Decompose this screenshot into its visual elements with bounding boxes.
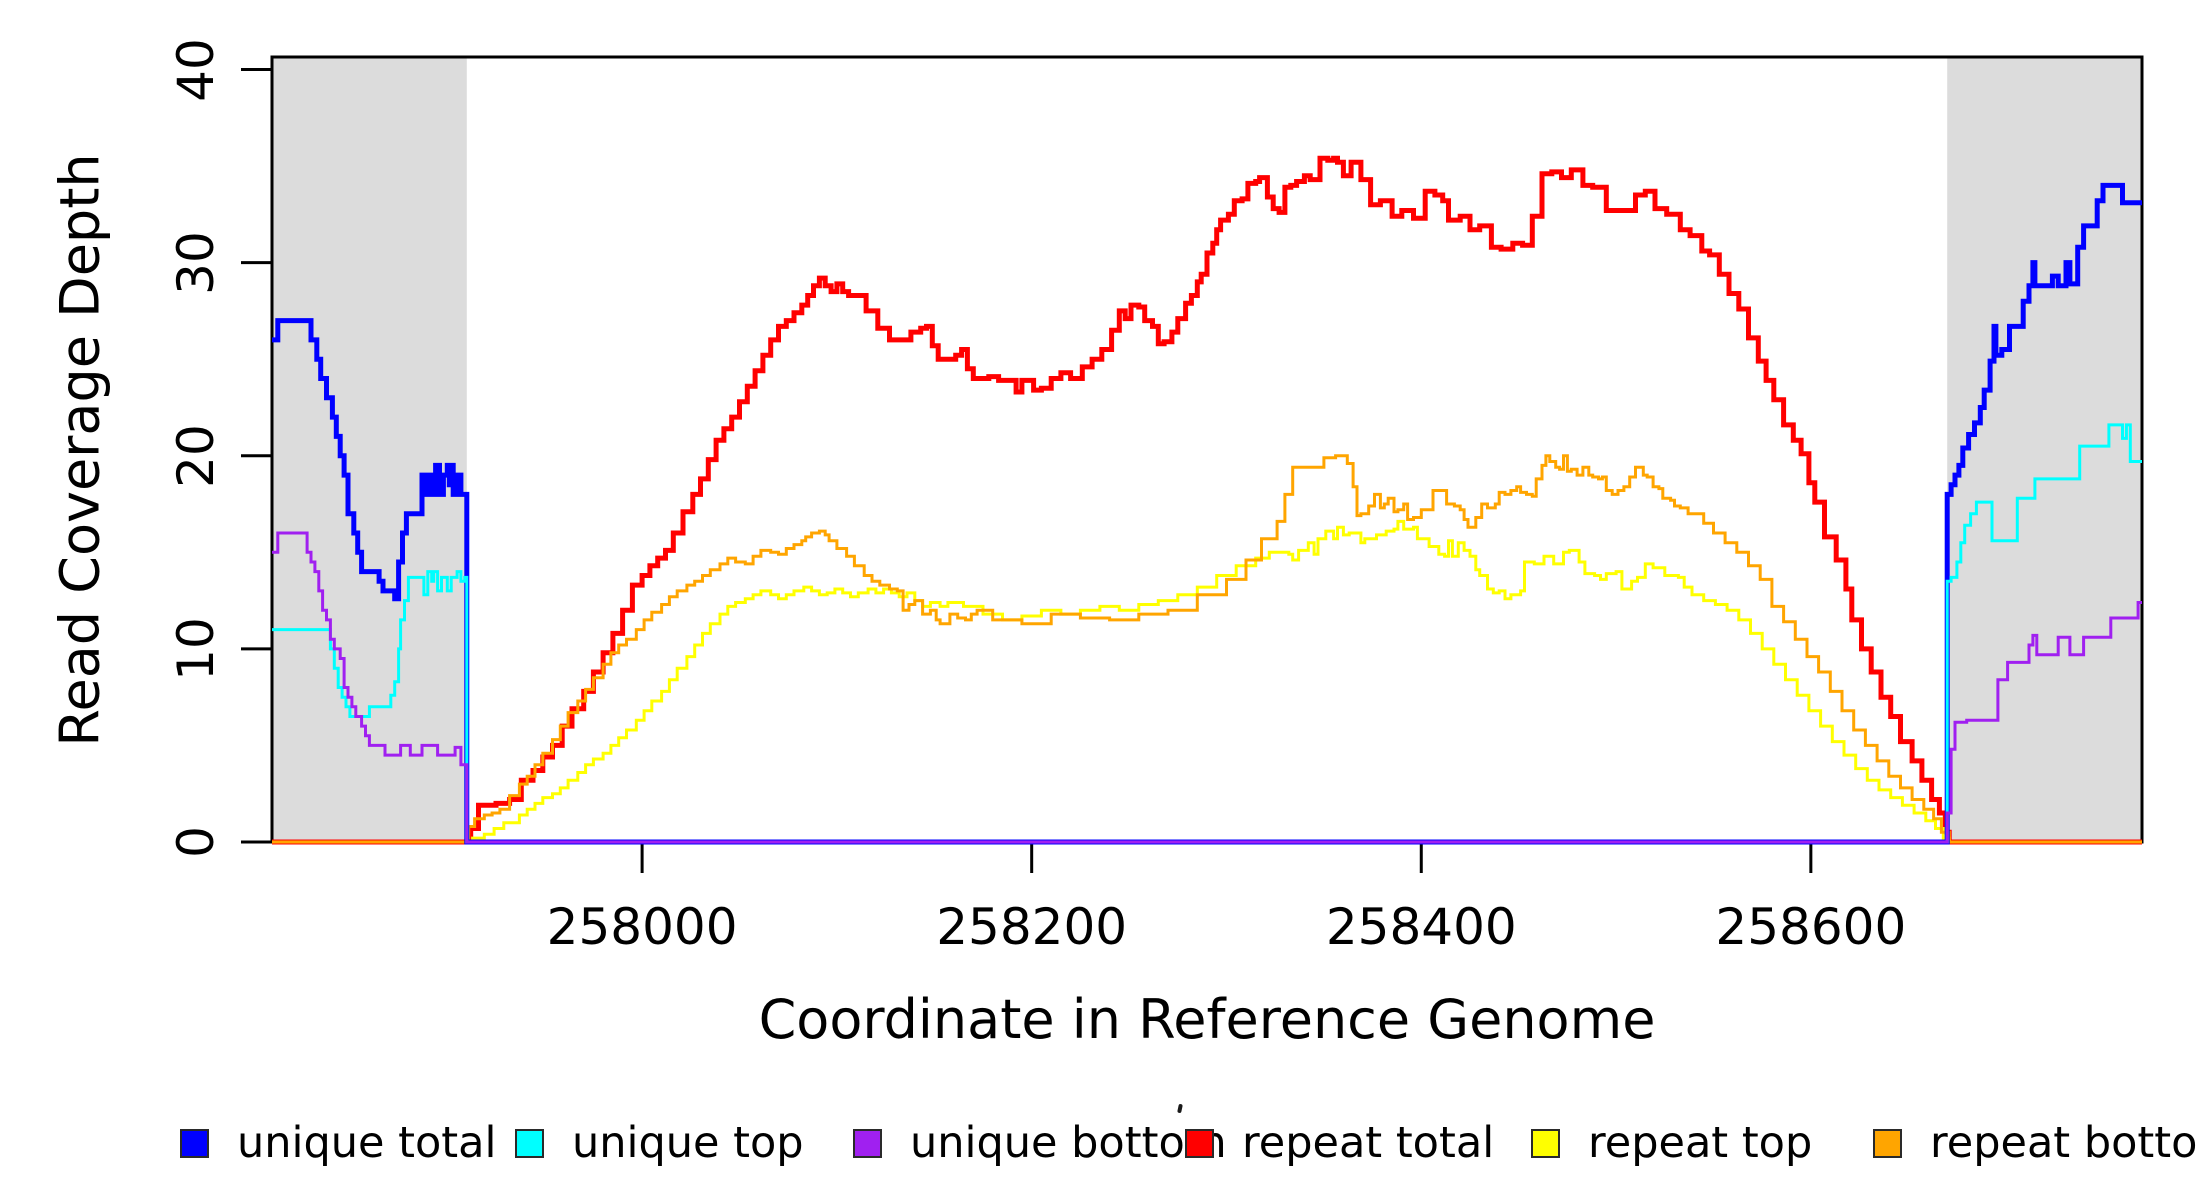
y-axis-title: Read Coverage Depth bbox=[48, 153, 112, 747]
legend-swatch bbox=[180, 1128, 209, 1158]
plot-box bbox=[270, 55, 2144, 844]
shaded-region bbox=[272, 57, 467, 842]
x-tick-label: 258000 bbox=[546, 898, 738, 956]
y-tick-label: 10 bbox=[167, 617, 225, 681]
legend-item-repeat-bottom: repeat bottom bbox=[1873, 1118, 2200, 1168]
y-tick-label: 0 bbox=[167, 826, 225, 858]
legend-swatch bbox=[1873, 1128, 1902, 1158]
series-unique-total bbox=[272, 182, 2142, 845]
legend-label: unique bottom bbox=[910, 1118, 1227, 1168]
legend-item-unique-bottom: unique bottom bbox=[853, 1118, 1227, 1168]
legend-swatch bbox=[515, 1128, 544, 1158]
y-tick-label: 30 bbox=[167, 230, 225, 295]
series-repeat-total bbox=[272, 155, 2142, 845]
shaded-region bbox=[1947, 57, 2142, 842]
legend-swatch bbox=[1185, 1128, 1214, 1158]
x-tick-label: 258600 bbox=[1715, 898, 1907, 956]
legend-item-unique-total: unique total bbox=[180, 1118, 496, 1168]
legend-swatch bbox=[853, 1128, 882, 1158]
legend-swatch bbox=[1531, 1128, 1560, 1158]
legend-label: unique total bbox=[237, 1118, 497, 1168]
series-unique-top bbox=[272, 423, 2142, 844]
legend-label: repeat top bbox=[1588, 1118, 1813, 1168]
legend-item-unique-top: unique top bbox=[515, 1118, 804, 1168]
y-tick-label: 20 bbox=[167, 423, 225, 488]
x-tick-label: 258200 bbox=[936, 898, 1128, 956]
legend-label: repeat bottom bbox=[1930, 1118, 2200, 1168]
legend-label: unique top bbox=[572, 1118, 804, 1168]
x-tick-label: 258400 bbox=[1325, 898, 1517, 956]
x-axis-title: Coordinate in Reference Genome bbox=[758, 988, 1656, 1051]
legend-label: repeat total bbox=[1242, 1118, 1495, 1168]
series-repeat-bottom bbox=[272, 454, 2142, 844]
legend-item-repeat-total: repeat total bbox=[1185, 1118, 1494, 1168]
series-unique-bottom bbox=[272, 531, 2142, 844]
legend-item-repeat-top: repeat top bbox=[1531, 1118, 1812, 1168]
series-repeat-top bbox=[272, 519, 2142, 844]
y-tick-label: 40 bbox=[167, 37, 225, 102]
